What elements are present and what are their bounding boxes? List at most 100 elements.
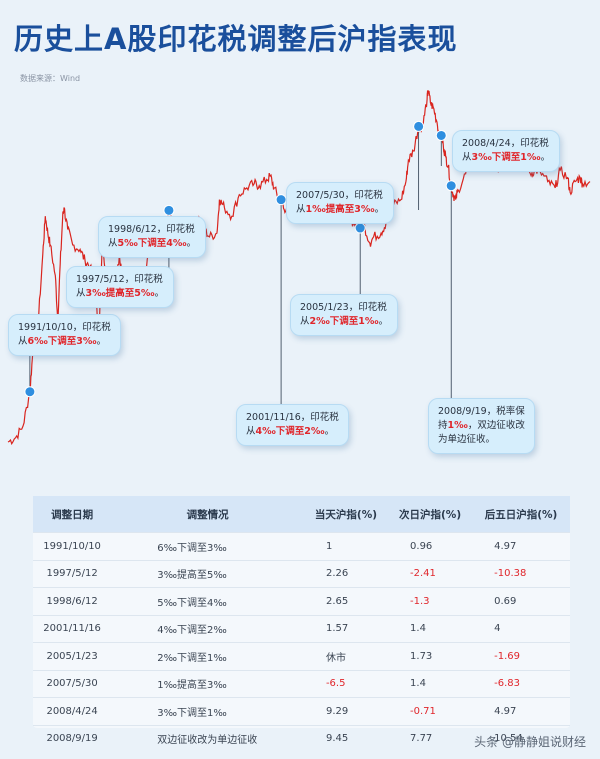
cell-five-day: 0.69 [472, 587, 570, 615]
cell-date: 2005/1/23 [33, 642, 112, 670]
header-change: 调整情况 [111, 496, 304, 533]
cell-next-day: -0.71 [388, 697, 473, 725]
callout-2007: 2007/5/30，印花税 从1‰提高至3‰。 [286, 182, 395, 224]
callout-prefix: 从 [296, 204, 306, 215]
cell-next-day: -1.3 [388, 587, 473, 615]
callout-prefix: 从 [300, 316, 310, 327]
event-marker [24, 386, 36, 398]
callout-suffix: ，双边征收改 [467, 420, 525, 431]
callout-1998: 1998/6/12，印花税 从5‰下调至4‰。 [98, 216, 207, 258]
cell-same-day: -6.5 [303, 669, 389, 698]
cell-same-day: 2.26 [303, 559, 389, 588]
header-next-day: 次日沪指(%) [388, 496, 473, 533]
header-same-day: 当天沪指(%) [303, 496, 389, 533]
cell-same-day: 休市 [303, 642, 389, 670]
callout-suffix: 。 [374, 204, 385, 215]
callout-date-text: 2007/5/30，印花税 [296, 190, 383, 201]
event-marker [413, 120, 425, 132]
callout-change: 2‰下调至1‰ [309, 316, 379, 327]
callout-date-text: 2005/1/23，印花税 [300, 302, 387, 313]
cell-change: 5‰下调至4‰ [111, 587, 304, 615]
header-five-day: 后五日沪指(%) [472, 496, 570, 533]
callout-2008-april: 2008/4/24，印花税 从3‰下调至1‰。 [452, 130, 561, 172]
cell-date: 2001/11/16 [33, 614, 112, 643]
cell-five-day: -1.69 [472, 642, 570, 670]
callout-2001: 2001/11/16，印花税 从4‰下调至2‰。 [236, 404, 349, 446]
cell-date: 1997/5/12 [33, 559, 112, 588]
callout-1997: 1997/5/12，印花税 从3‰提高至5‰。 [66, 266, 175, 308]
adjustment-table: 调整日期 调整情况 当天沪指(%) 次日沪指(%) 后五日沪指(%) 1991/… [33, 496, 570, 752]
cell-five-day: 4.97 [472, 697, 570, 725]
callout-prefix: 从 [76, 288, 86, 299]
cell-next-day: 1.4 [388, 614, 473, 643]
table-row: 2005/1/23 2‰下调至1‰ 休市 1.73 -1.69 [33, 642, 570, 670]
callout-extra-text: 为单边征收。 [438, 434, 496, 445]
event-marker [354, 222, 366, 234]
table-row: 2007/5/30 1‰提高至3‰ -6.5 1.4 -6.83 [33, 669, 570, 698]
callout-suffix: 。 [186, 238, 197, 249]
callout-change: 6‰下调至3‰ [27, 336, 97, 347]
table-row: 2008/4/24 3‰下调至1‰ 9.29 -0.71 4.97 [33, 697, 570, 725]
table-row: 1997/5/12 3‰提高至5‰ 2.26 -2.41 -10.38 [33, 559, 570, 588]
cell-date: 1998/6/12 [33, 587, 112, 615]
callout-date-text: 1991/10/10，印花税 [18, 322, 111, 333]
cell-same-day: 9.45 [303, 724, 389, 752]
callout-change: 1‰提高至3‰ [305, 204, 375, 215]
callout-suffix: 。 [324, 426, 335, 437]
cell-change: 3‰提高至5‰ [111, 559, 304, 588]
callout-suffix: 。 [96, 336, 107, 347]
callout-change: 1‰ [447, 420, 468, 431]
cell-same-day: 9.29 [303, 697, 389, 725]
cell-change: 6‰下调至3‰ [111, 532, 304, 560]
callout-change: 4‰下调至2‰ [255, 426, 325, 437]
cell-next-day: 0.96 [388, 532, 473, 560]
footer-watermark: 头条 @静静姐说财经 [474, 735, 586, 749]
cell-same-day: 1.57 [303, 614, 389, 643]
cell-five-day: 4 [472, 614, 570, 643]
callout-change: 5‰下调至4‰ [117, 238, 187, 249]
table-row: 1991/10/10 6‰下调至3‰ 1 0.96 4.97 [33, 532, 570, 560]
callout-prefix: 从 [18, 336, 28, 347]
table-row: 1998/6/12 5‰下调至4‰ 2.65 -1.3 0.69 [33, 587, 570, 615]
cell-next-day: -2.41 [388, 559, 473, 588]
cell-change: 2‰下调至1‰ [111, 642, 304, 670]
cell-date: 2008/9/19 [33, 724, 112, 752]
table-row: 2008/9/19 双边征收改为单边征收 9.45 7.77 10.54 [33, 724, 570, 752]
callout-suffix: 。 [378, 316, 389, 327]
callout-prefix: 持 [438, 420, 448, 431]
cell-change: 1‰提高至3‰ [111, 669, 304, 698]
header-date: 调整日期 [33, 496, 112, 533]
callout-date-text: 2008/9/19，税率保 [438, 406, 525, 417]
cell-change: 4‰下调至2‰ [111, 614, 304, 643]
callout-2008-september: 2008/9/19，税率保 持1‰，双边征收改 为单边征收。 [428, 398, 535, 454]
cell-five-day: 10.54 [472, 724, 570, 752]
cell-same-day: 1 [303, 532, 389, 560]
callout-1991: 1991/10/10，印花税 从6‰下调至3‰。 [8, 314, 121, 356]
cell-next-day: 7.77 [388, 724, 473, 752]
data-source: 数据来源：Wind [20, 74, 81, 83]
table-row: 2001/11/16 4‰下调至2‰ 1.57 1.4 4 [33, 614, 570, 643]
cell-date: 1991/10/10 [33, 532, 112, 560]
callout-date-text: 2001/11/16，印花税 [246, 412, 339, 423]
cell-next-day: 1.4 [388, 669, 473, 698]
cell-five-day: 4.97 [472, 532, 570, 560]
callout-date-text: 1998/6/12，印花税 [108, 224, 195, 235]
callout-prefix: 从 [108, 238, 118, 249]
callout-date-text: 2008/4/24，印花税 [462, 138, 549, 149]
event-marker [435, 129, 447, 141]
callout-2005: 2005/1/23，印花税 从2‰下调至1‰。 [290, 294, 399, 336]
cell-next-day: 1.73 [388, 642, 473, 670]
cell-five-day: -6.83 [472, 669, 570, 698]
callout-prefix: 从 [246, 426, 256, 437]
callout-change: 3‰提高至5‰ [85, 288, 155, 299]
callout-change: 3‰下调至1‰ [471, 152, 541, 163]
cell-change: 双边征收改为单边征收 [111, 724, 304, 752]
event-marker [163, 204, 175, 216]
callout-suffix: 。 [154, 288, 165, 299]
callout-suffix: 。 [540, 152, 551, 163]
callout-prefix: 从 [462, 152, 472, 163]
callout-date-text: 1997/5/12，印花税 [76, 274, 163, 285]
table-header-row: 调整日期 调整情况 当天沪指(%) 次日沪指(%) 后五日沪指(%) [33, 496, 570, 533]
event-marker [275, 194, 287, 206]
cell-same-day: 2.65 [303, 587, 389, 615]
